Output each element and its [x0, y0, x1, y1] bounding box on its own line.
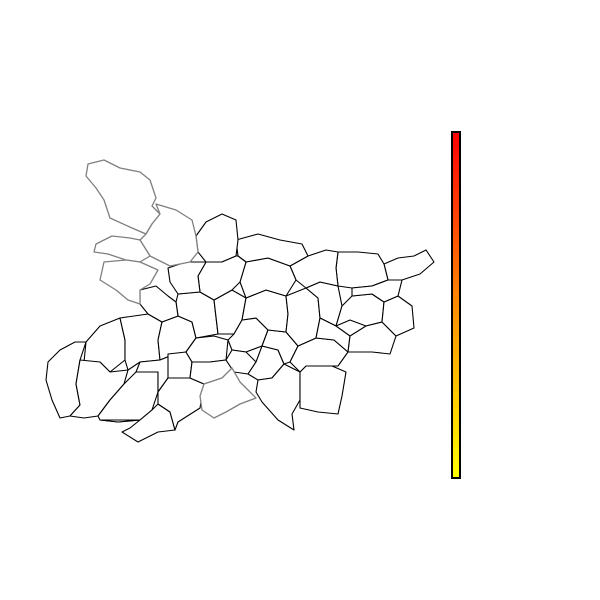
highlighted-district: [139, 203, 199, 267]
district-shape: [285, 287, 321, 347]
district-shape: [139, 285, 179, 323]
district-shape: [299, 365, 347, 415]
colorbar-gradient: [451, 131, 461, 479]
highlighted-district: [85, 159, 161, 235]
district-shape: [351, 279, 403, 303]
highlighted-district: [199, 367, 257, 419]
highlighted-district-layer: [85, 159, 257, 419]
district-shape: [383, 249, 435, 281]
district-shape: [195, 213, 239, 263]
district-shape: [157, 377, 205, 431]
district-shape: [347, 321, 397, 355]
highlighted-district: [93, 235, 151, 263]
highlighted-district: [99, 259, 159, 305]
district-shape: [99, 403, 176, 443]
district-shape: [255, 363, 301, 431]
district-shape: [335, 293, 385, 327]
district-layer: [45, 213, 435, 443]
colorbar: [451, 131, 461, 479]
